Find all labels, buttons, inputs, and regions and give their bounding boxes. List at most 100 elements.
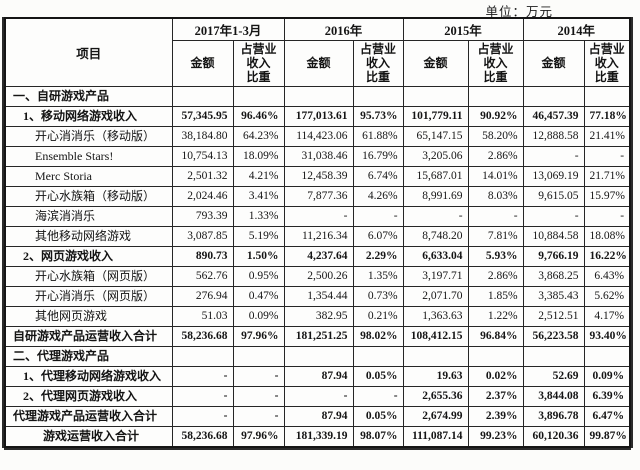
amount-header: 金额: [402, 39, 469, 87]
amount-cell: 382.95: [283, 305, 354, 327]
ratio-cell: 0.05%: [352, 405, 404, 427]
ratio-cell: 98.02%: [352, 325, 404, 347]
ratio-cell: 0.09%: [232, 305, 285, 327]
ratio-cell: 6.43%: [583, 265, 631, 287]
ratio-cell: 2.37%: [467, 385, 524, 407]
amount-cell: 65,147.15: [402, 125, 469, 147]
ratio-cell: [467, 85, 524, 107]
amount-cell: [402, 345, 469, 367]
table-row: 2、代理网页游戏收入 - - - -2,655.36 2.37% 3,844.08 6.39…: [4, 385, 631, 407]
amount-cell: 9,766.19: [522, 245, 585, 267]
ratio-cell: 77.18%: [583, 105, 631, 127]
ratio-cell: 0.05%: [352, 365, 404, 387]
ratio-cell: 0.73%: [352, 285, 404, 307]
amount-cell: 46,457.39: [522, 105, 585, 127]
ratio-cell: 4.17%: [583, 305, 631, 327]
ratio-cell: [583, 345, 631, 367]
ratio-cell: 16.22%: [583, 245, 631, 267]
amount-cell: 562.76: [171, 265, 234, 287]
ratio-cell: 6.07%: [352, 225, 404, 247]
ratio-cell: -: [583, 145, 631, 167]
amount-cell: 3,205.06: [402, 145, 469, 167]
amount-cell: 3,385.43: [522, 285, 585, 307]
table-row: 其他移动网络游戏 3,087.85 5.19% 11,216.34 6.07% 8,74…: [4, 225, 631, 247]
amount-cell: 2,501.32: [171, 165, 234, 187]
amount-cell: 12,458.39: [283, 165, 354, 187]
row-label: 其他网页游戏: [4, 305, 173, 327]
ratio-cell: 96.46%: [232, 105, 285, 127]
table-row: 开心水族箱（移动版） 2,024.46 3.41% 7,877.36 4.26% 8,9…: [4, 185, 631, 207]
ratio-cell: 58.20%: [467, 125, 524, 147]
amount-cell: 8,748.20: [402, 225, 469, 247]
amount-cell: 111,087.14: [402, 425, 469, 447]
table-row: 游戏运营收入合计 58,236.68 97.96% 181,339.19 98.07%…: [4, 425, 631, 447]
ratio-cell: 1.33%: [232, 205, 285, 227]
ratio-cell: 0.09%: [583, 365, 631, 387]
amount-cell: 56,223.58: [522, 325, 585, 347]
amount-cell: 6,633.04: [402, 245, 469, 267]
table-row: 1、代理移动网络游戏收入 - -87.94 0.05% 19.63 0.02% 52.69…: [4, 365, 631, 387]
table-row: 海滨消消乐 793.39 1.33% - - - - - -: [4, 205, 631, 227]
row-label: 海滨消消乐: [4, 205, 173, 227]
ratio-cell: 0.95%: [232, 265, 285, 287]
amount-header: 金额: [283, 39, 354, 87]
ratio-cell: 15.97%: [583, 185, 631, 207]
amount-cell: 51.03: [171, 305, 234, 327]
ratio-cell: 61.88%: [352, 125, 404, 147]
amount-cell: 13,069.19: [522, 165, 585, 187]
ratio-cell: [232, 345, 285, 367]
row-label: Ensemble Stars!: [4, 145, 173, 167]
row-label: Merc Storia: [4, 165, 173, 187]
amount-cell: 114,423.06: [283, 125, 354, 147]
ratio-cell: 3.41%: [232, 185, 285, 207]
row-label: 开心消消乐（网页版）: [4, 285, 173, 307]
amount-cell: 3,844.08: [522, 385, 585, 407]
ratio-cell: 6.39%: [583, 385, 631, 407]
period-header-2015: 2015年: [402, 17, 524, 41]
ratio-cell: 7.81%: [467, 225, 524, 247]
ratio-cell: 1.50%: [232, 245, 285, 267]
row-label: 开心水族箱（移动版）: [4, 185, 173, 207]
amount-cell: 4,237.64: [283, 245, 354, 267]
amount-cell: -: [522, 205, 585, 227]
amount-cell: -: [171, 385, 234, 407]
amount-cell: 57,345.95: [171, 105, 234, 127]
ratio-cell: 2.86%: [467, 265, 524, 287]
period-header-row: 项目 2017年1-3月 2016年 2015年 2014年: [4, 17, 631, 87]
table-row: 开心水族箱（网页版） 562.76 0.95% 2,500.26 1.35% 3,197…: [4, 265, 631, 287]
amount-cell: 181,251.25: [283, 325, 354, 347]
amount-cell: 87.94: [283, 405, 354, 427]
amount-cell: 3,197.71: [402, 265, 469, 287]
amount-cell: 3,896.78: [522, 405, 585, 427]
ratio-cell: [583, 85, 631, 107]
amount-cell: [522, 345, 585, 367]
amount-cell: [171, 345, 234, 367]
ratio-cell: 14.01%: [467, 165, 524, 187]
amount-cell: 2,512.51: [522, 305, 585, 327]
ratio-cell: 97.96%: [232, 325, 285, 347]
ratio-cell: 4.21%: [232, 165, 285, 187]
ratio-cell: -: [352, 205, 404, 227]
ratio-cell: 93.40%: [583, 325, 631, 347]
row-label: 开心水族箱（网页版）: [4, 265, 173, 287]
amount-cell: 19.63: [402, 365, 469, 387]
row-label: 1、代理移动网络游戏收入: [4, 365, 173, 387]
ratio-cell: 21.71%: [583, 165, 631, 187]
row-label: 二、代理游戏产品: [4, 345, 173, 367]
ratio-cell: 21.41%: [583, 125, 631, 147]
amount-cell: 177,013.61: [283, 105, 354, 127]
amount-cell: 87.94: [283, 365, 354, 387]
ratio-cell: 97.96%: [232, 425, 285, 447]
ratio-cell: [232, 85, 285, 107]
table-row: 代理游戏产品运营收入合计 - -87.94 0.05% 2,674.99 2.39% 3,…: [4, 405, 631, 427]
ratio-cell: 16.79%: [352, 145, 404, 167]
table-row: Ensemble Stars! 10,754.13 18.09% 31,038.46…: [4, 145, 631, 167]
ratio-cell: 2.39%: [467, 405, 524, 427]
ratio-header: 占营业 收入 比重: [583, 39, 631, 87]
amount-cell: 793.39: [171, 205, 234, 227]
table-row: 一、自研游戏产品: [4, 85, 631, 107]
amount-cell: 31,038.46: [283, 145, 354, 167]
ratio-cell: 6.74%: [352, 165, 404, 187]
amount-cell: 890.73: [171, 245, 234, 267]
amount-cell: 58,236.68: [171, 425, 234, 447]
